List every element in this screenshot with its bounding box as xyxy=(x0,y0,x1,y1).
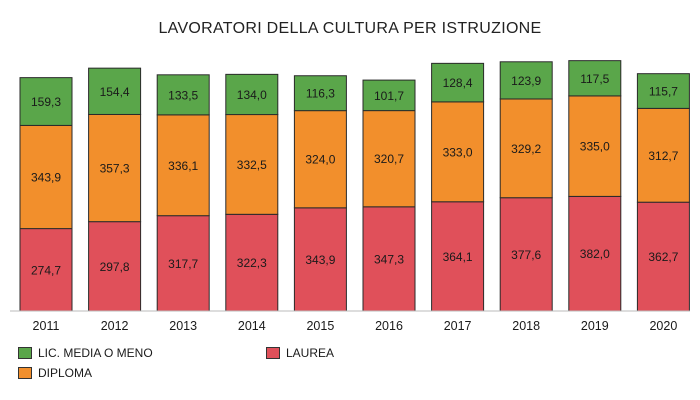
bar-segment-lic-media-o-meno-2016 xyxy=(362,79,416,112)
data-label-diploma-2019: 335,0 xyxy=(580,140,610,154)
bar-segment-laurea-2015 xyxy=(293,207,347,312)
data-label-diploma-2018: 329,2 xyxy=(511,142,541,156)
bar-segment-lic-media-o-meno-2011 xyxy=(19,77,73,126)
data-label-laurea-2011: 274,7 xyxy=(31,263,61,277)
bar-segment-lic-media-o-meno-2020 xyxy=(636,73,690,109)
data-label-laurea-2018: 377,6 xyxy=(511,248,541,262)
data-label-laurea-2017: 364,1 xyxy=(443,250,473,264)
legend-label-lic-media: LIC. MEDIA O MENO xyxy=(38,346,153,360)
bar-segment-lic-media-o-meno-2014 xyxy=(225,73,279,116)
legend-swatch-laurea xyxy=(266,347,280,359)
data-label-laurea-2014: 322,3 xyxy=(237,256,267,270)
data-label-laurea-2019: 382,0 xyxy=(580,247,610,261)
data-label-diploma-2013: 336,1 xyxy=(168,159,198,173)
x-tick-label-2015: 2015 xyxy=(306,319,334,333)
x-tick-label-2017: 2017 xyxy=(444,319,472,333)
data-label-laurea-2020: 362,7 xyxy=(648,250,678,264)
data-label-lic-media-o-meno-2020: 115,7 xyxy=(649,85,678,99)
chart-title: LAVORATORI DELLA CULTURA PER ISTRUZIONE xyxy=(158,20,542,37)
x-tick-label-2014: 2014 xyxy=(238,319,266,333)
x-tick-label-2016: 2016 xyxy=(375,319,403,333)
bar-segment-laurea-2018 xyxy=(499,197,553,312)
data-label-diploma-2012: 357,3 xyxy=(100,162,130,176)
bar-segment-diploma-2017 xyxy=(431,101,485,203)
x-tick-label-2011: 2011 xyxy=(33,319,60,333)
legend-swatch-lic-media xyxy=(18,347,32,359)
data-label-laurea-2012: 297,8 xyxy=(100,260,130,274)
bar-segment-laurea-2013 xyxy=(156,215,210,312)
data-label-lic-media-o-meno-2019: 117,5 xyxy=(580,72,609,86)
legend-label-diploma: DIPLOMA xyxy=(38,366,93,380)
x-tick-label-2013: 2013 xyxy=(169,319,197,333)
data-label-lic-media-o-meno-2017: 128,4 xyxy=(443,76,473,90)
legend-item-lic-media: LIC. MEDIA O MENO xyxy=(18,346,153,360)
bar-segment-diploma-2014 xyxy=(225,114,279,215)
data-label-diploma-2016: 320,7 xyxy=(374,152,404,166)
bar-segment-diploma-2020 xyxy=(636,107,690,203)
data-label-laurea-2016: 347,3 xyxy=(374,252,404,266)
bar-segment-lic-media-o-meno-2019 xyxy=(568,60,622,97)
bar-segment-diploma-2016 xyxy=(362,110,416,208)
bar-segment-diploma-2015 xyxy=(293,110,347,209)
bar-segment-laurea-2012 xyxy=(88,221,142,312)
bar-segment-laurea-2011 xyxy=(19,228,73,312)
legend-swatch-diploma xyxy=(18,367,32,379)
data-label-lic-media-o-meno-2011: 159,3 xyxy=(31,95,61,109)
x-tick-label-2019: 2019 xyxy=(581,319,609,333)
data-label-lic-media-o-meno-2018: 123,9 xyxy=(511,74,541,88)
bar-segment-diploma-2011 xyxy=(19,124,73,230)
data-label-laurea-2015: 343,9 xyxy=(305,253,335,267)
bar-segment-lic-media-o-meno-2012 xyxy=(88,67,142,115)
data-label-laurea-2013: 317,7 xyxy=(168,257,198,271)
bar-segment-lic-media-o-meno-2015 xyxy=(293,75,347,112)
x-tick-label-2018: 2018 xyxy=(512,319,540,333)
data-label-lic-media-o-meno-2014: 134,0 xyxy=(237,88,267,102)
data-label-diploma-2014: 332,5 xyxy=(237,158,267,172)
data-label-lic-media-o-meno-2015: 116,3 xyxy=(306,87,335,101)
data-label-diploma-2015: 324,0 xyxy=(305,153,335,167)
data-label-diploma-2011: 343,9 xyxy=(31,171,61,185)
data-label-lic-media-o-meno-2012: 154,4 xyxy=(100,85,130,99)
data-label-lic-media-o-meno-2013: 133,5 xyxy=(168,88,198,102)
bar-segment-laurea-2016 xyxy=(362,206,416,312)
bar-segment-lic-media-o-meno-2018 xyxy=(499,61,553,100)
bar-segment-diploma-2019 xyxy=(568,95,622,197)
x-tick-label-2012: 2012 xyxy=(101,319,129,333)
data-label-lic-media-o-meno-2016: 101,7 xyxy=(374,89,404,103)
legend-label-laurea: LAUREA xyxy=(286,346,335,360)
bar-segment-lic-media-o-meno-2017 xyxy=(431,62,485,103)
data-label-diploma-2020: 312,7 xyxy=(648,149,678,163)
bar-segment-lic-media-o-meno-2013 xyxy=(156,74,210,116)
x-tick-label-2020: 2020 xyxy=(649,319,677,333)
bar-segment-diploma-2013 xyxy=(156,114,210,217)
data-label-diploma-2017: 333,0 xyxy=(443,145,473,159)
legend-item-laurea: LAUREA xyxy=(266,346,334,360)
bar-segment-diploma-2018 xyxy=(499,98,553,199)
legend-item-diploma: DIPLOMA xyxy=(18,366,92,380)
